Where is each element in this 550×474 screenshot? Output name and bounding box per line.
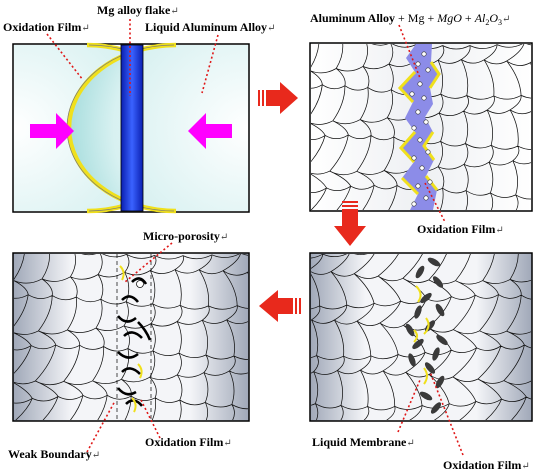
label-oxidation-film-4: Oxidation Film↵ [145, 435, 232, 449]
oxide-film-segment [423, 367, 428, 385]
label-reaction-formula: Aluminum Alloy + Mg + MgO + Al2O3↵ [310, 11, 510, 27]
membrane-blob [427, 257, 441, 267]
membrane-blob [436, 334, 448, 346]
membrane-blob [405, 323, 415, 337]
membrane-blob [435, 375, 445, 389]
leader-line-film-2 [424, 182, 446, 223]
magnesium-band [400, 44, 439, 210]
label-weak-boundary: Weak Boundary↵ [8, 447, 100, 461]
membrane-blob [415, 265, 425, 279]
label-oxidation-film-2: Oxidation Film↵ [417, 222, 504, 236]
oxide-particle [427, 179, 433, 185]
panel-liquid-membrane: Liquid Membrane↵ Oxidation Film↵ [309, 252, 533, 472]
oxide-particle [425, 149, 431, 155]
membrane-blob [432, 276, 444, 288]
oxide-particle [425, 67, 431, 73]
oxide-particle [421, 51, 427, 57]
leader-line-boundary [86, 400, 116, 453]
oxide-particle [417, 81, 423, 87]
oxide-particle [409, 91, 415, 97]
oxide-film-segment [423, 317, 430, 335]
oxide-particles [409, 51, 433, 207]
oxide-particle [421, 95, 427, 101]
label-liquid-aluminum-alloy: Liquid Aluminum Alloy↵ [145, 20, 275, 34]
membrane-blob [432, 347, 440, 361]
oxide-film-segment [131, 397, 137, 413]
oxide-film-segment [119, 265, 125, 281]
leader-line-formula [398, 24, 421, 79]
label-mg-alloy-flake: Mg alloy flake↵ [97, 3, 179, 17]
oxide-particle [411, 155, 417, 161]
membrane-blob [424, 362, 436, 374]
membrane-blob [420, 292, 432, 304]
oxide-film-segment [415, 285, 422, 303]
oxide-particle [415, 61, 421, 67]
weak-boundary-arc [131, 277, 148, 285]
liquid-alloy-right [69, 45, 248, 211]
oxide-film-segment [428, 61, 441, 89]
leader-line-porosity [124, 242, 173, 283]
weak-boundary-arcs [116, 277, 152, 407]
flow-arrow-right-icon [258, 82, 298, 114]
membrane-blob [419, 391, 433, 401]
weak-boundary-arc [117, 351, 139, 359]
membrane-blob [412, 338, 424, 350]
label-oxidation-film-1: Oxidation Film↵ [3, 20, 90, 34]
leader-line-film-3 [429, 371, 464, 456]
oxide-film-segment [400, 176, 420, 196]
membrane-blob [408, 353, 416, 367]
oxide-particle [423, 195, 429, 201]
oxide-film-segment [137, 363, 143, 379]
oxide-film-segments-3 [413, 285, 430, 385]
grain-network-4 [14, 254, 248, 420]
push-arrow-right-icon [188, 113, 232, 149]
oxide-particle [417, 137, 423, 143]
panel-initial-contact: Mg alloy flake↵ Oxidation Film↵ Liquid A… [3, 3, 275, 214]
label-micro-porosity: Micro-porosity↵ [143, 229, 228, 243]
oxide-particle [419, 165, 425, 171]
mg-alloy-flake [120, 44, 144, 212]
oxide-film-segments-2 [397, 61, 441, 196]
membrane-blob [414, 305, 422, 319]
flow-arrow-down-icon [334, 201, 366, 246]
leader-line-membrane [397, 379, 421, 433]
weak-boundary-arc [116, 387, 137, 396]
membrane-blob [430, 402, 442, 414]
oxide-film-segments-4 [119, 265, 143, 413]
liquid-membrane-blobs [405, 257, 448, 414]
panel-reaction: Aluminum Alloy + Mg + MgO + Al2O3↵ Oxida… [309, 11, 533, 236]
weak-boundary-arc [137, 321, 152, 341]
label-oxidation-film-3: Oxidation Film↵ [443, 458, 530, 472]
oxide-film-segment [413, 329, 418, 343]
oxide-film-segment [398, 131, 417, 164]
weak-boundary-arc [121, 295, 140, 303]
panel-solidified-joint: Micro-porosity↵ Weak Boundary↵ Oxidation… [8, 229, 250, 461]
grain-boundaries [14, 254, 248, 420]
panel-3-frame [309, 252, 533, 422]
oxide-film-segment [397, 70, 417, 104]
oxide-particle [415, 183, 421, 189]
oxide-particle [415, 109, 421, 115]
leader-line-film-4 [139, 397, 161, 439]
leader-line-film-1 [46, 33, 84, 81]
weak-boundary-arc [116, 315, 137, 323]
oxide-particle [411, 125, 417, 131]
membrane-blob [435, 303, 445, 317]
push-arrow-left-icon [30, 113, 74, 149]
oxide-film-segment [422, 131, 436, 161]
oxide-particle [423, 119, 429, 125]
micro-pore [136, 280, 144, 288]
weak-boundary-arc [123, 331, 143, 339]
weak-boundary-arc [121, 367, 141, 375]
label-liquid-membrane: Liquid Membrane↵ [312, 435, 415, 449]
oxide-particle [411, 201, 417, 207]
flow-arrow-left-icon [259, 290, 301, 322]
leader-line-liquid-1 [201, 34, 219, 94]
